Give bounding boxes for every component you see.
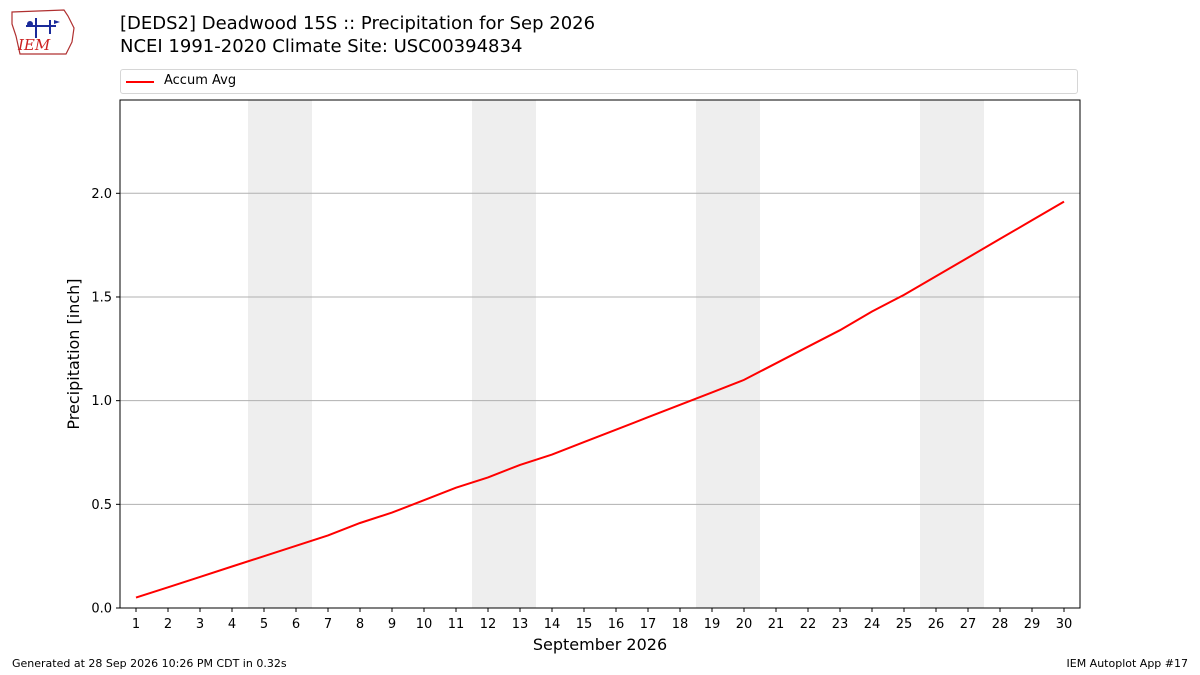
y-tick-label: 0.0 [91, 602, 112, 617]
x-tick-label: 14 [544, 617, 561, 632]
x-tick-label: 4 [228, 617, 236, 632]
x-tick-label: 6 [292, 617, 300, 632]
plot-frame [119, 99, 1081, 609]
x-tick-label: 12 [480, 617, 497, 632]
x-tick-label: 5 [260, 617, 268, 632]
accum-avg-line [135, 200, 1065, 599]
y-tick-label: 0.5 [91, 498, 112, 513]
title-line-2: NCEI 1991-2020 Climate Site: USC00394834 [120, 36, 523, 57]
weekend-band [920, 100, 952, 608]
x-tick-label: 28 [992, 617, 1009, 632]
x-tick-label: 20 [736, 617, 753, 632]
x-tick-label: 23 [832, 617, 849, 632]
x-tick-label: 22 [800, 617, 817, 632]
x-tick-label: 8 [356, 617, 364, 632]
x-tick-label: 18 [672, 617, 689, 632]
y-tick-label: 1.5 [91, 290, 112, 305]
x-tick-label: 26 [928, 617, 945, 632]
y-axis-label: Precipitation [inch] [64, 278, 83, 429]
weekend-band [248, 100, 280, 608]
weekend-band [952, 100, 984, 608]
x-tick-label: 13 [512, 617, 529, 632]
x-tick-label: 17 [640, 617, 657, 632]
weekend-band [728, 100, 760, 608]
y-tick-label: 2.0 [91, 187, 112, 202]
chart-title: [DEDS2] Deadwood 15S :: Precipitation fo… [120, 12, 595, 58]
x-tick-label: 27 [960, 617, 977, 632]
x-tick-label: 3 [196, 617, 204, 632]
weekend-band [280, 100, 312, 608]
weekend-band [504, 100, 536, 608]
x-tick-label: 25 [896, 617, 913, 632]
x-tick-label: 29 [1024, 617, 1041, 632]
x-tick-label: 10 [416, 617, 433, 632]
legend-label-accum-avg: Accum Avg [164, 73, 237, 88]
iem-logo: IEM [11, 9, 75, 55]
x-tick-label: 11 [448, 617, 465, 632]
x-axis-label: September 2026 [533, 635, 667, 654]
x-tick-label: 9 [388, 617, 396, 632]
x-tick-label: 16 [608, 617, 625, 632]
legend: Accum Avg [120, 69, 1078, 94]
title-line-1: [DEDS2] Deadwood 15S :: Precipitation fo… [120, 13, 596, 34]
x-tick-label: 2 [164, 617, 172, 632]
app-credit: IEM Autoplot App #17 [1066, 657, 1189, 670]
x-tick-label: 15 [576, 617, 593, 632]
x-tick-label: 1 [132, 617, 140, 632]
x-tick-label: 7 [324, 617, 332, 632]
svg-text:IEM: IEM [17, 36, 51, 54]
y-tick-label: 1.0 [91, 394, 112, 409]
weekend-band [696, 100, 728, 608]
weekend-band [472, 100, 504, 608]
x-tick-label: 30 [1056, 617, 1073, 632]
x-tick-label: 21 [768, 617, 785, 632]
x-tick-label: 24 [864, 617, 881, 632]
x-tick-label: 19 [704, 617, 721, 632]
legend-swatch-accum-avg [126, 81, 154, 83]
generated-timestamp: Generated at 28 Sep 2026 10:26 PM CDT in… [12, 657, 287, 670]
